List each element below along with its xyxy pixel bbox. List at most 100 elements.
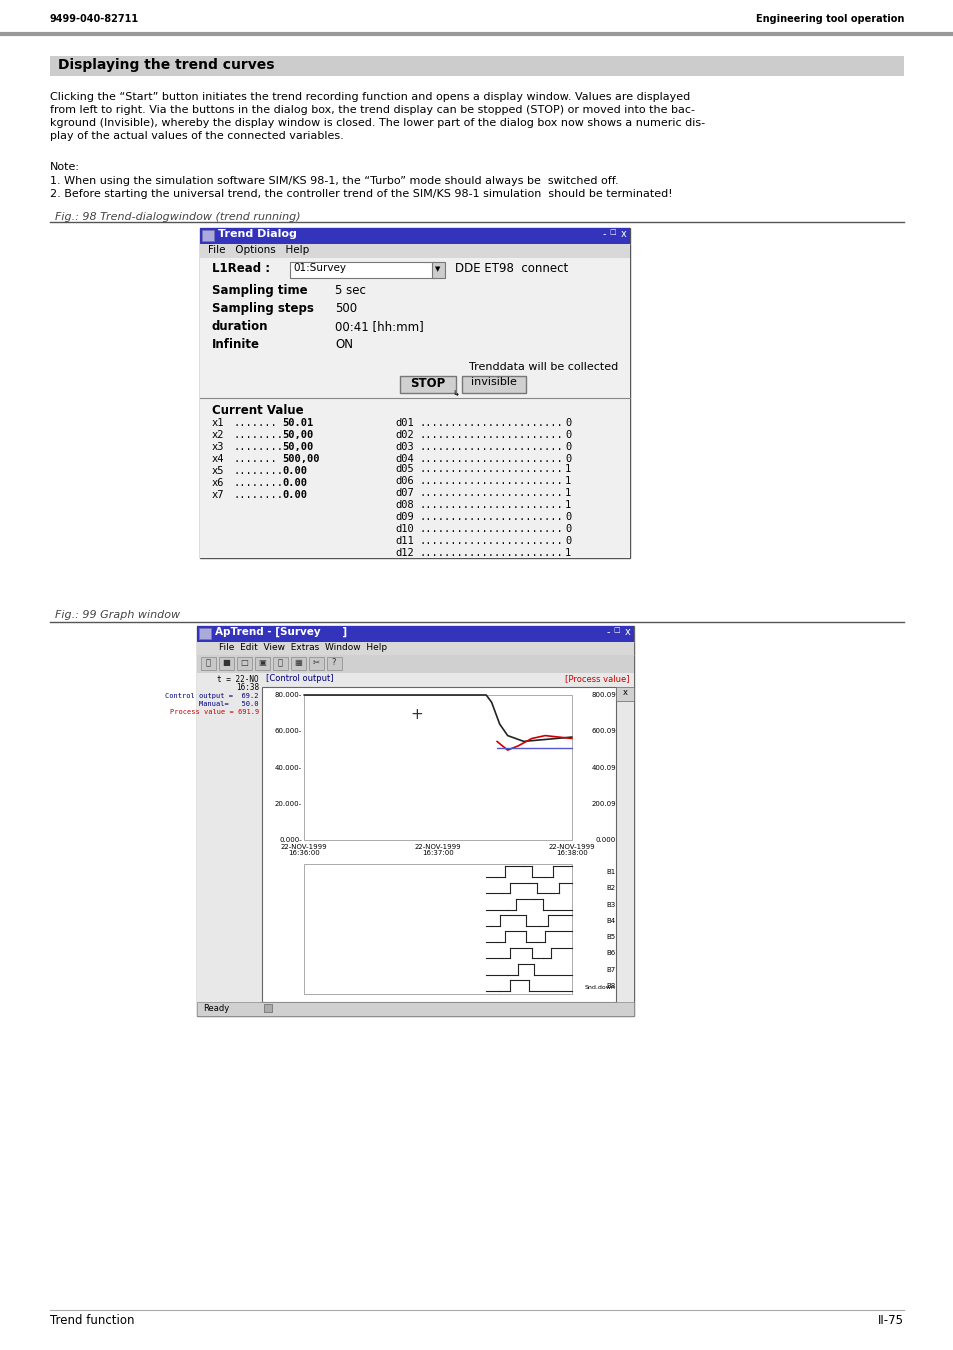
Text: .......................: ....................... [419, 464, 563, 474]
Text: Trend Dialog: Trend Dialog [218, 230, 296, 239]
Text: ⎘: ⎘ [205, 657, 211, 667]
Bar [196, 643, 634, 655]
Text: 40.000-: 40.000- [274, 764, 302, 771]
Text: Note:: Note: [50, 162, 80, 171]
Text: 0.000-: 0.000- [279, 837, 302, 842]
Bar [327, 657, 341, 670]
Text: ⏸: ⏸ [277, 657, 282, 667]
Text: File   Options   Help: File Options Help [208, 244, 309, 255]
Text: 800.09: 800.09 [591, 693, 616, 698]
Text: B7: B7 [606, 967, 616, 972]
Text: ▦: ▦ [294, 657, 301, 667]
Text: 9499-040-82711: 9499-040-82711 [50, 14, 139, 24]
Text: Control output =  69.2: Control output = 69.2 [165, 693, 258, 699]
Text: [Process value]: [Process value] [565, 674, 629, 683]
Text: ApTrend - [Survey      ]: ApTrend - [Survey ] [214, 626, 347, 637]
Text: 0: 0 [564, 512, 571, 522]
Text: d01: d01 [395, 418, 414, 428]
Text: 16:38:00: 16:38:00 [556, 850, 587, 856]
Text: .......................: ....................... [419, 548, 563, 558]
Text: -: - [606, 626, 609, 637]
Text: 0: 0 [564, 418, 571, 428]
Text: d12: d12 [395, 548, 414, 558]
Text: ........: ........ [233, 478, 284, 487]
Text: x2: x2 [212, 431, 224, 440]
Bar [196, 1002, 634, 1017]
Text: x: x [623, 626, 629, 637]
Text: 0: 0 [564, 536, 571, 545]
Text: Fig.: 99 Graph window: Fig.: 99 Graph window [55, 610, 180, 620]
Text: B6: B6 [606, 950, 616, 956]
Text: ?: ? [332, 657, 335, 667]
Text: .......: ....... [233, 454, 277, 464]
Text: Fig.: 98 Trend-dialogwindow (trend running): Fig.: 98 Trend-dialogwindow (trend runni… [55, 212, 300, 221]
Text: 0.00: 0.00 [282, 478, 307, 487]
Text: +: + [410, 707, 422, 722]
Bar [200, 228, 629, 558]
Text: ........: ........ [233, 490, 284, 500]
Text: 22-NOV-1999: 22-NOV-1999 [415, 844, 461, 850]
Bar [254, 657, 270, 670]
Text: .......................: ....................... [419, 441, 563, 452]
Bar [461, 377, 525, 393]
Text: ↳: ↳ [452, 390, 458, 400]
Text: ▣: ▣ [258, 657, 266, 667]
Text: 1. When using the simulation software SIM/KS 98-1, the “Turbo” mode should alway: 1. When using the simulation software SI… [50, 176, 618, 186]
Bar [196, 674, 262, 1002]
Text: .......................: ....................... [419, 431, 563, 440]
Bar [200, 244, 629, 258]
Bar [304, 864, 572, 994]
Text: 600.09: 600.09 [591, 728, 616, 734]
Bar [264, 1004, 272, 1012]
Text: .......................: ....................... [419, 487, 563, 498]
Text: 1: 1 [564, 548, 571, 558]
Text: Sampling steps: Sampling steps [212, 302, 314, 315]
Bar [273, 657, 288, 670]
Text: 16:38: 16:38 [235, 683, 258, 693]
Text: 1: 1 [564, 477, 571, 486]
Text: Displaying the trend curves: Displaying the trend curves [58, 58, 274, 72]
Text: 500: 500 [335, 302, 356, 315]
Bar [236, 657, 252, 670]
Text: B8: B8 [606, 983, 616, 988]
Text: 0: 0 [564, 454, 571, 464]
Text: B1: B1 [606, 869, 616, 875]
Bar [304, 695, 572, 840]
Text: B2: B2 [606, 886, 616, 891]
Text: Trenddata will be collected: Trenddata will be collected [468, 362, 618, 373]
Text: d10: d10 [395, 524, 414, 535]
Text: Ready: Ready [203, 1004, 229, 1012]
Text: 50,00: 50,00 [282, 431, 313, 440]
Text: 00:41 [hh:mm]: 00:41 [hh:mm] [335, 320, 423, 333]
Text: x3: x3 [212, 441, 224, 452]
Text: 1: 1 [564, 500, 571, 510]
Text: B5: B5 [606, 934, 616, 940]
Text: d08: d08 [395, 500, 414, 510]
Text: x7: x7 [212, 490, 224, 500]
Bar [199, 628, 211, 639]
Text: Infinite: Infinite [212, 338, 260, 351]
Text: x: x [622, 688, 627, 697]
Text: 0.000: 0.000 [595, 837, 616, 842]
Text: ON: ON [335, 338, 353, 351]
Text: L1Read :: L1Read : [212, 262, 270, 275]
Text: II-75: II-75 [877, 1314, 903, 1327]
Text: d11: d11 [395, 536, 414, 545]
Text: x5: x5 [212, 466, 224, 477]
Bar [616, 687, 634, 701]
Text: d04: d04 [395, 454, 414, 464]
Text: 5 sec: 5 sec [335, 284, 366, 297]
Text: Process value = 691.9: Process value = 691.9 [170, 709, 258, 716]
Text: 16:36:00: 16:36:00 [288, 850, 319, 856]
Text: 0.00: 0.00 [282, 490, 307, 500]
Text: File  Edit  View  Extras  Window  Help: File Edit View Extras Window Help [219, 643, 387, 652]
Text: x: x [619, 230, 625, 239]
Text: 400.09: 400.09 [591, 764, 616, 771]
Text: □: □ [609, 230, 616, 235]
Text: ........: ........ [233, 466, 284, 477]
Text: 2. Before starting the universal trend, the controller trend of the SIM/KS 98-1 : 2. Before starting the universal trend, … [50, 189, 672, 198]
Text: ▼: ▼ [435, 266, 440, 271]
Text: x1: x1 [212, 418, 224, 428]
Text: 22-NOV-1999: 22-NOV-1999 [548, 844, 595, 850]
Bar [196, 626, 634, 643]
